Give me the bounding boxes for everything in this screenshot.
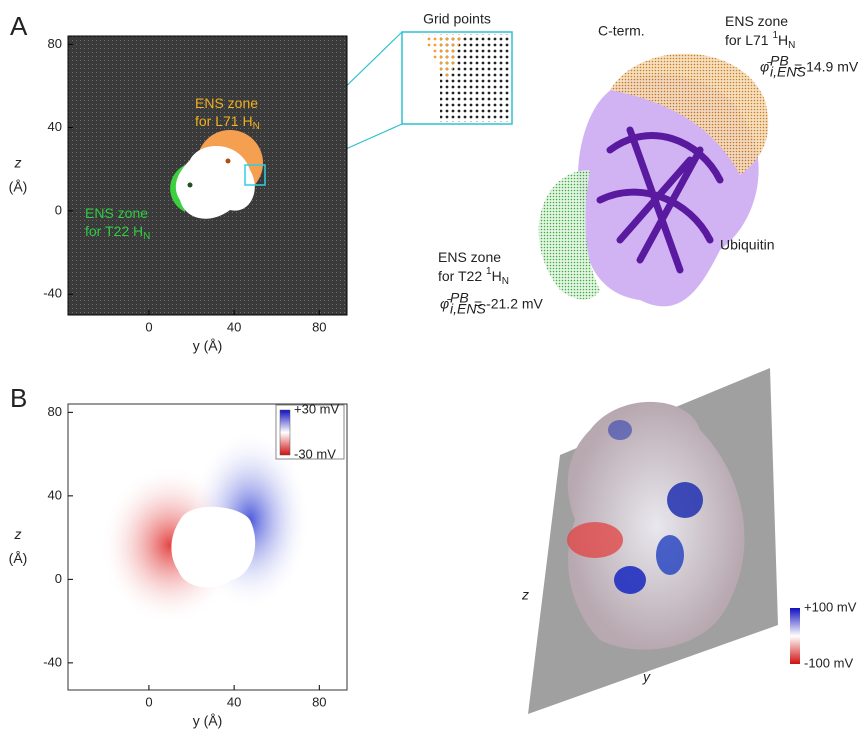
phi-value: = 14.9 mV <box>794 59 859 75</box>
y-axis-label-line: z <box>14 154 22 170</box>
surface-patch <box>614 566 646 594</box>
surface-patch <box>567 522 623 558</box>
y-tick-label: 0 <box>55 571 62 586</box>
zone-sub: N <box>788 40 795 51</box>
annotation-line: for T22 H <box>85 223 143 239</box>
phi-value: = -21.2 mV <box>474 296 544 312</box>
colorbar <box>790 608 800 664</box>
panel-label: A <box>10 11 28 41</box>
annotation: ENS zone for T22 HN <box>85 205 150 242</box>
y-tick-label: 40 <box>48 487 62 502</box>
annotation-sub: N <box>143 231 150 242</box>
y-tick-label: -40 <box>43 286 62 301</box>
x-tick-label: 40 <box>227 319 241 334</box>
zone-line: for L71 <box>725 32 772 48</box>
surface-patch <box>667 482 703 518</box>
zone-h: H <box>492 268 502 284</box>
protein-label: Ubiquitin <box>720 237 774 253</box>
annotation-line: for L71 H <box>195 113 253 129</box>
panel-label: B <box>10 383 27 413</box>
y-axis-label-line: (Å) <box>9 178 28 194</box>
annotation-line: ENS zone <box>195 95 258 111</box>
annotation: ENS zone for L71 HN <box>195 95 260 132</box>
y-axis-label: z (Å) <box>9 526 28 566</box>
atom <box>188 183 193 188</box>
plane-axis: y <box>642 669 651 685</box>
y-tick-label: -40 <box>43 654 62 669</box>
y-tick-label: 80 <box>48 36 62 51</box>
y-axis-label: z (Å) <box>9 154 28 194</box>
y-axis-label-line: z <box>14 526 22 542</box>
zone-line: ENS zone <box>438 249 501 265</box>
colorbar-label: +100 mV <box>804 599 857 614</box>
y-axis-label-line: (Å) <box>9 550 28 566</box>
y-tick-label: 80 <box>48 404 62 419</box>
annotation-sub: N <box>253 121 260 132</box>
zone-line: for T22 <box>438 268 486 284</box>
surface-patch <box>608 420 632 440</box>
x-axis-label: y (Å) <box>193 713 223 729</box>
zone-sub: N <box>502 276 509 287</box>
colorbar-label: -100 mV <box>804 655 853 670</box>
x-tick-label: 0 <box>145 694 152 709</box>
inset-title: Grid points <box>423 11 491 27</box>
zone-h: H <box>778 32 788 48</box>
x-tick-label: 80 <box>312 694 326 709</box>
y-tick-label: 40 <box>48 119 62 134</box>
x-tick-label: 0 <box>145 319 152 334</box>
colorbar-label: -30 mV <box>294 446 336 461</box>
colorbar <box>280 410 290 455</box>
surface-patch <box>656 535 684 575</box>
x-tick-label: 80 <box>312 319 326 334</box>
annotation-line: ENS zone <box>85 205 148 221</box>
figure: A B 0 40 80 -40 0 40 80 y (Å) z (Å) ENS zone for L71 … <box>0 0 865 732</box>
plane-axis: z <box>521 587 529 603</box>
zone-line: ENS zone <box>725 13 788 29</box>
x-tick-label: 40 <box>227 694 241 709</box>
y-tick-label: 0 <box>55 202 62 217</box>
c-term-label: C-term. <box>598 23 645 39</box>
atom <box>226 159 231 164</box>
x-axis-label: y (Å) <box>193 338 223 354</box>
colorbar-label: +30 mV <box>294 401 339 416</box>
